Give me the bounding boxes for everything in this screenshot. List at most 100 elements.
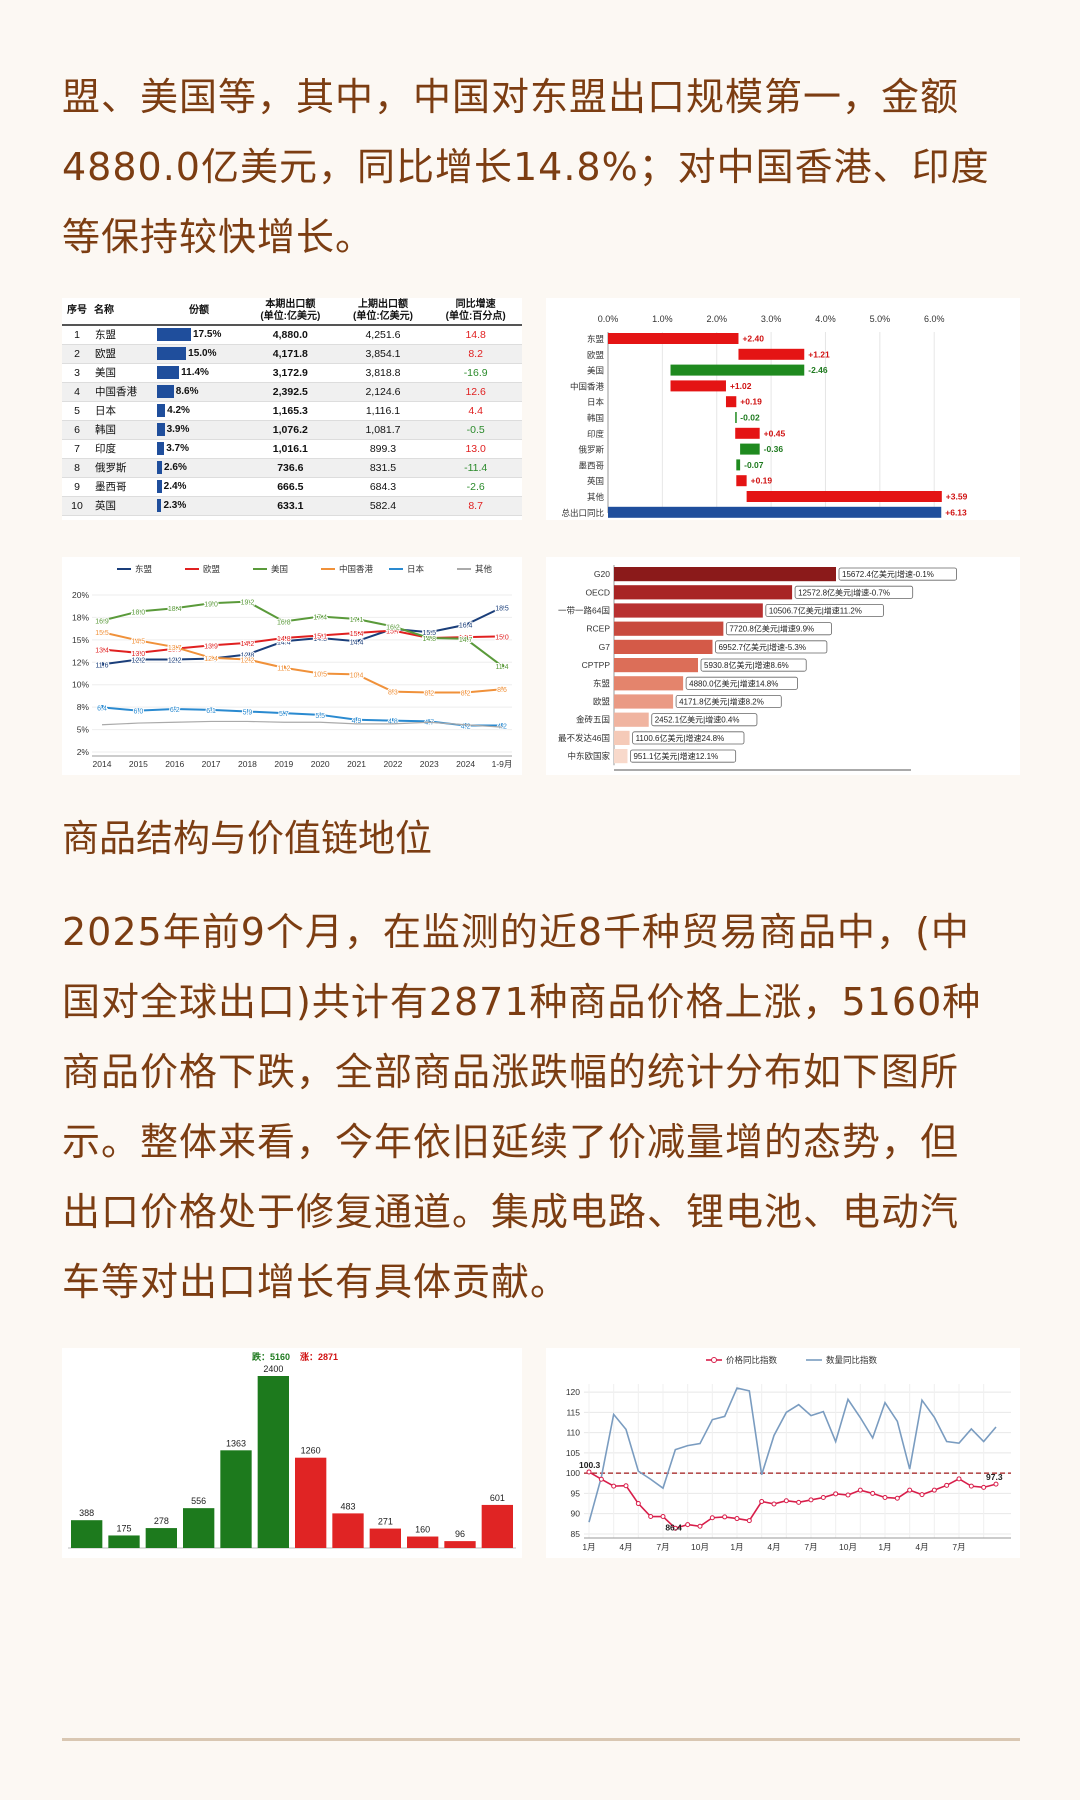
x-tick-label: 2019 bbox=[274, 759, 293, 769]
share-bar bbox=[157, 442, 165, 455]
histogram-bar bbox=[481, 1504, 513, 1548]
category-label: 美国 bbox=[587, 366, 604, 376]
legend-label: 日本 bbox=[407, 564, 425, 574]
category-label: 中国香港 bbox=[570, 381, 605, 391]
data-point bbox=[660, 1514, 666, 1520]
legend-label: 东盟 bbox=[135, 564, 153, 574]
share-label: 11.4% bbox=[181, 367, 209, 378]
data-label: 483 bbox=[340, 1501, 355, 1511]
data-label: 14.5 bbox=[132, 638, 146, 645]
waterfall-bar bbox=[608, 333, 739, 344]
share-cell: 15.0% bbox=[154, 344, 244, 364]
table-cell: 1,165.3 bbox=[244, 401, 337, 421]
data-label: 11.2 bbox=[277, 666, 290, 673]
data-label: 15.1 bbox=[313, 633, 327, 640]
annotation-label: 100.3 bbox=[579, 1460, 601, 1470]
data-point bbox=[463, 622, 469, 628]
data-label: 4.2 bbox=[497, 724, 507, 731]
data-point bbox=[697, 1523, 703, 1529]
x-tick-label: 1月 bbox=[878, 1542, 891, 1552]
data-point bbox=[281, 635, 287, 641]
bloc-export-bar-chart: G20 15672.4亿美元|增速-0.1% OECD 12572.8亿美元|增速-0… bbox=[558, 565, 957, 771]
data-label-box bbox=[700, 658, 807, 672]
table-cell: 666.5 bbox=[244, 477, 337, 497]
data-label: 4.9 bbox=[352, 718, 362, 725]
category-label: 日本 bbox=[587, 397, 605, 407]
data-label: 14.8 bbox=[313, 636, 327, 643]
x-tick-label: 0.0% bbox=[598, 314, 619, 324]
price-change-distribution-chart: 跌：5160 涨：2871 388 175 278 556 1363 2400 1260 483 2… bbox=[68, 1351, 516, 1549]
legend-marker bbox=[711, 1357, 717, 1363]
category-label: 韩国 bbox=[587, 413, 604, 423]
data-label: 16.9 bbox=[95, 619, 109, 626]
data-label: 388 bbox=[79, 1508, 94, 1518]
data-label: 19.0 bbox=[204, 601, 218, 608]
table-cell: 1,081.7 bbox=[336, 420, 430, 440]
data-point bbox=[390, 689, 396, 695]
data-point bbox=[245, 709, 250, 714]
data-label-box bbox=[725, 622, 832, 636]
table-cell: 736.6 bbox=[244, 458, 337, 478]
table-cell: 墨西哥 bbox=[92, 477, 154, 497]
waterfall-bar bbox=[608, 506, 942, 518]
y-tick-label: 8% bbox=[77, 702, 90, 712]
y-tick-label: 110 bbox=[566, 1428, 580, 1438]
data-label: 17.4 bbox=[313, 614, 327, 621]
y-tick-label: 10% bbox=[72, 680, 89, 690]
data-label: 601 bbox=[490, 1493, 505, 1503]
legend-label: 其他 bbox=[475, 564, 493, 574]
table-cell: 8 bbox=[62, 458, 92, 478]
data-label: 6952.7亿美元|增速-5.3% bbox=[718, 642, 805, 652]
x-tick-label: 10月 bbox=[839, 1542, 857, 1552]
category-label: 欧盟 bbox=[587, 350, 605, 360]
data-label: 7720.8亿美元|增速9.9% bbox=[729, 624, 814, 634]
histogram-bar bbox=[71, 1520, 103, 1548]
data-point bbox=[172, 644, 178, 650]
data-point bbox=[426, 635, 432, 641]
table-row: 3 美国 11.4% 3,172.9 3,818.8 -16.9 bbox=[62, 363, 522, 383]
data-label: +1.21 bbox=[808, 349, 830, 359]
data-point bbox=[907, 1487, 913, 1493]
table-cell: 684.3 bbox=[336, 477, 430, 497]
data-label: 16.8 bbox=[277, 619, 291, 626]
data-point bbox=[611, 1483, 617, 1489]
y-tick-label: 90 bbox=[571, 1509, 581, 1519]
share-cell: 8.6% bbox=[154, 382, 244, 402]
table-cell: 2,392.5 bbox=[244, 382, 337, 402]
table-cell: 5 bbox=[62, 401, 92, 421]
x-tick-label: 3.0% bbox=[761, 314, 782, 324]
data-label: 13.7 bbox=[168, 645, 182, 652]
data-label: 5.9 bbox=[243, 710, 253, 717]
histogram-bar bbox=[332, 1513, 364, 1548]
data-point bbox=[390, 718, 396, 723]
category-label: 欧盟 bbox=[593, 697, 611, 707]
data-point bbox=[135, 708, 141, 714]
data-label: 18.0 bbox=[132, 610, 146, 617]
data-label: 15.7 bbox=[386, 629, 400, 636]
x-tick-label: 2017 bbox=[202, 759, 221, 769]
histogram-bar bbox=[444, 1541, 476, 1548]
data-label: 13.4 bbox=[95, 648, 109, 655]
share-label: 2.4% bbox=[163, 481, 187, 492]
category-label: 东盟 bbox=[593, 678, 611, 688]
waterfall-bar bbox=[740, 443, 760, 455]
x-tick-label: 7月 bbox=[952, 1542, 965, 1552]
data-label: +6.13 bbox=[945, 507, 967, 517]
category-label: 中东欧国家 bbox=[567, 751, 610, 761]
table-cell: 8.7 bbox=[429, 496, 522, 516]
bar bbox=[614, 639, 713, 654]
data-point bbox=[317, 671, 323, 676]
table-cell: 14.8 bbox=[429, 325, 522, 345]
data-label: 1260 bbox=[301, 1446, 321, 1456]
data-point bbox=[99, 629, 105, 635]
table-cell: -11.4 bbox=[429, 458, 522, 478]
bar bbox=[614, 694, 674, 709]
waterfall-bar bbox=[670, 380, 726, 392]
text-line: 商品价格下跌，全部商品涨跌幅的统计分布如下图所 bbox=[62, 1050, 960, 1094]
data-label: 16.2 bbox=[386, 624, 400, 631]
data-label: 15672.4亿美元|增速-0.1% bbox=[842, 569, 934, 579]
bottom-divider bbox=[62, 1738, 1020, 1741]
data-label-box bbox=[794, 585, 914, 599]
data-point bbox=[317, 712, 323, 718]
share-cell: 2.3% bbox=[154, 496, 244, 516]
